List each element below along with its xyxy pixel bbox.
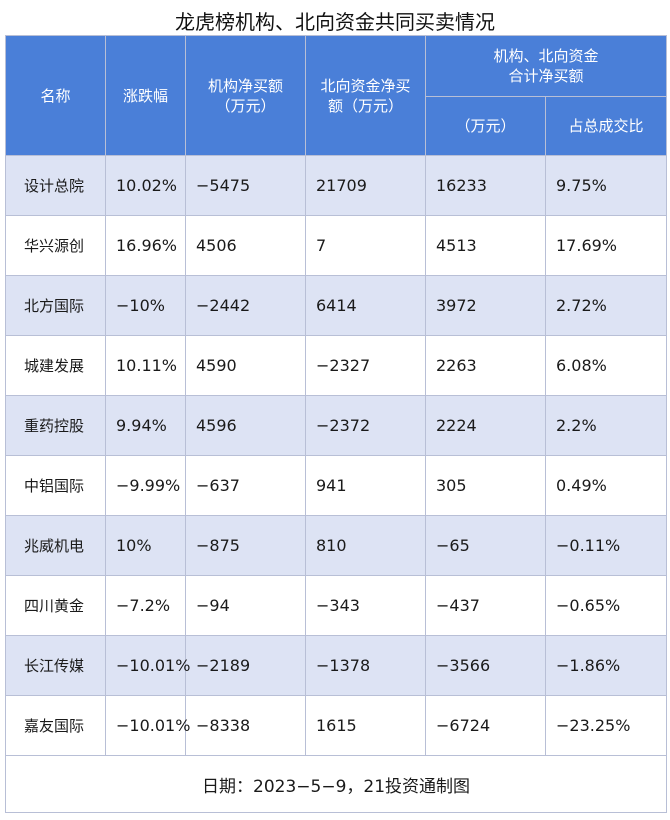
cell-institution: −2189 bbox=[185, 635, 306, 696]
cell-name: 兆威机电 bbox=[5, 515, 106, 576]
table-row: 设计总院 10.02% −5475 21709 16233 9.75% bbox=[5, 155, 668, 216]
cell-institution: −2442 bbox=[185, 275, 306, 336]
cell-name: 北方国际 bbox=[5, 275, 106, 336]
table-row: 北方国际 −10% −2442 6414 3972 2.72% bbox=[5, 275, 668, 336]
cell-northbound: 6414 bbox=[305, 275, 426, 336]
cell-change: 10% bbox=[105, 515, 186, 576]
cell-change: 10.02% bbox=[105, 155, 186, 216]
header-northbound-line2: 额（万元） bbox=[327, 96, 403, 115]
cell-northbound: −1378 bbox=[305, 635, 426, 696]
cell-share: −0.11% bbox=[544, 515, 668, 576]
cell-change: −7.2% bbox=[105, 575, 186, 636]
cell-change: 10.11% bbox=[105, 335, 186, 396]
cell-change: 9.94% bbox=[105, 395, 186, 456]
page-title: 龙虎榜机构、北向资金共同买卖情况 bbox=[175, 10, 495, 34]
cell-total: 16233 bbox=[425, 155, 546, 216]
header-northbound-line1: 北向资金净买 bbox=[320, 76, 411, 95]
cell-share: 6.08% bbox=[544, 335, 668, 396]
cell-name: 四川黄金 bbox=[5, 575, 106, 636]
cell-total: −65 bbox=[425, 515, 546, 576]
header-share-of-turnover: 占总成交比 bbox=[544, 96, 668, 156]
cell-share: 0.49% bbox=[544, 455, 668, 516]
cell-institution: 4590 bbox=[185, 335, 306, 396]
cell-institution: −8338 bbox=[185, 695, 306, 756]
cell-name: 重药控股 bbox=[5, 395, 106, 456]
cell-name: 设计总院 bbox=[5, 155, 106, 216]
cell-total: 2263 bbox=[425, 335, 546, 396]
cell-northbound: 1615 bbox=[305, 695, 426, 756]
header-northbound-net-buy: 北向资金净买 额（万元） bbox=[305, 35, 426, 156]
table-row: 四川黄金 −7.2% −94 −343 −437 −0.65% bbox=[5, 575, 668, 636]
cell-institution: −94 bbox=[185, 575, 306, 636]
cell-change: −10.01% bbox=[105, 695, 190, 756]
cell-total: 3972 bbox=[425, 275, 546, 336]
cell-share: 2.2% bbox=[544, 395, 668, 456]
table-row: 城建发展 10.11% 4590 −2327 2263 6.08% bbox=[5, 335, 668, 396]
cell-share: 2.72% bbox=[544, 275, 668, 336]
table-row: 兆威机电 10% −875 810 −65 −0.11% bbox=[5, 515, 668, 576]
header-institution-line2: （万元） bbox=[215, 96, 276, 115]
cell-change: −10.01% bbox=[105, 635, 190, 696]
cell-share: −1.86% bbox=[544, 635, 668, 696]
cell-total: −6724 bbox=[425, 695, 546, 756]
cell-change: −9.99% bbox=[105, 455, 186, 516]
cell-name: 长江传媒 bbox=[5, 635, 106, 696]
cell-share: −23.25% bbox=[544, 695, 668, 756]
cell-total: −3566 bbox=[425, 635, 546, 696]
header-change: 涨跌幅 bbox=[105, 35, 186, 156]
cell-institution: −637 bbox=[185, 455, 306, 516]
cell-name: 中铝国际 bbox=[5, 455, 106, 516]
cell-northbound: 21709 bbox=[305, 155, 426, 216]
cell-northbound: −343 bbox=[305, 575, 426, 636]
footer-date-credit: 日期：2023−5−9，21投资通制图 bbox=[4, 755, 668, 813]
table-row: 重药控股 9.94% 4596 −2372 2224 2.2% bbox=[5, 395, 668, 456]
table-header: 名称 涨跌幅 机构净买额 （万元） 北向资金净买 额（万元） 机构、北向资金 合… bbox=[5, 35, 668, 156]
cell-northbound: −2372 bbox=[305, 395, 426, 456]
table-body: 设计总院 10.02% −5475 21709 16233 9.75% 华兴源创… bbox=[5, 155, 668, 756]
cell-share: −0.65% bbox=[544, 575, 668, 636]
cell-northbound: 941 bbox=[305, 455, 426, 516]
header-combined-line1: 机构、北向资金 bbox=[493, 47, 599, 65]
cell-institution: −5475 bbox=[185, 155, 306, 216]
cell-institution: −875 bbox=[185, 515, 306, 576]
cell-northbound: 810 bbox=[305, 515, 426, 576]
header-combined-net-buy: 机构、北向资金 合计净买额 bbox=[424, 35, 668, 97]
header-combined-unit: （万元） bbox=[425, 96, 546, 156]
header-name: 名称 bbox=[5, 35, 106, 156]
cell-share: 9.75% bbox=[544, 155, 668, 216]
table-row: 嘉友国际 −10.01% −8338 1615 −6724 −23.25% bbox=[5, 695, 668, 756]
table-row: 中铝国际 −9.99% −637 941 305 0.49% bbox=[5, 455, 668, 516]
cell-institution: 4596 bbox=[185, 395, 306, 456]
cell-total: −437 bbox=[425, 575, 546, 636]
cell-change: −10% bbox=[105, 275, 186, 336]
header-institution-line1: 机构净买额 bbox=[207, 76, 283, 95]
cell-name: 城建发展 bbox=[5, 335, 106, 396]
cell-northbound: 7 bbox=[305, 215, 426, 276]
cell-total: 2224 bbox=[425, 395, 546, 456]
cell-northbound: −2327 bbox=[305, 335, 426, 396]
cell-change: 16.96% bbox=[105, 215, 186, 276]
cell-institution: 4506 bbox=[185, 215, 306, 276]
cell-name: 华兴源创 bbox=[5, 215, 106, 276]
header-combined-line2: 合计净买额 bbox=[508, 67, 584, 85]
header-institution-net-buy: 机构净买额 （万元） bbox=[185, 35, 306, 156]
data-table: 名称 涨跌幅 机构净买额 （万元） 北向资金净买 额（万元） 机构、北向资金 合… bbox=[4, 35, 668, 813]
table-row: 长江传媒 −10.01% −2189 −1378 −3566 −1.86% bbox=[5, 635, 668, 696]
cell-share: 17.69% bbox=[544, 215, 668, 276]
table-row: 华兴源创 16.96% 4506 7 4513 17.69% bbox=[5, 215, 668, 276]
cell-name: 嘉友国际 bbox=[5, 695, 106, 756]
cell-total: 4513 bbox=[425, 215, 546, 276]
cell-total: 305 bbox=[425, 455, 546, 516]
